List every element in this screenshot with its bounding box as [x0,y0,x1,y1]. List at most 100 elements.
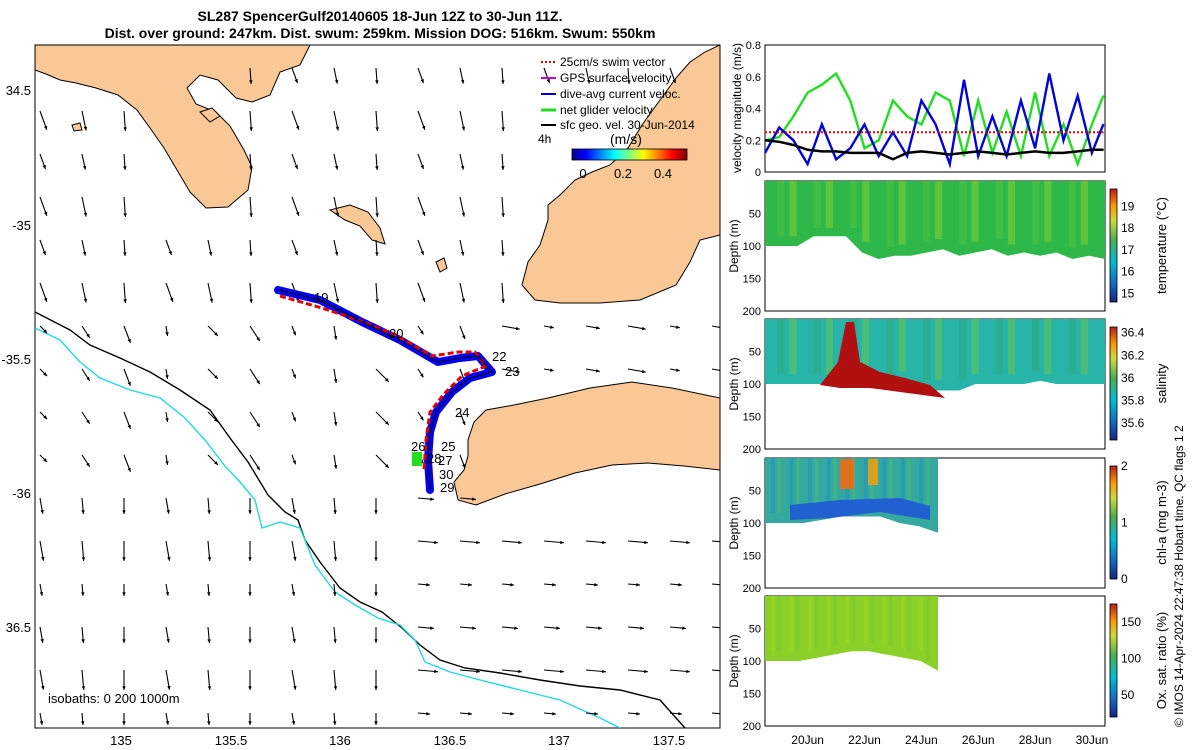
colorbar-label: Ox. sat. ratio (%) [1154,612,1169,710]
colorbar-tick: 1 [1121,516,1128,530]
current-vector-head [515,326,520,331]
current-vector-head [207,686,212,690]
current-vector-head [295,125,300,130]
section-streak [1056,319,1064,375]
current-vector-head [460,165,465,170]
section-streak [882,596,887,646]
velocity-point [991,152,994,154]
section-streak [995,319,1003,375]
current-vector-head [256,337,260,342]
velocity-point [792,115,795,118]
section-streak [851,596,856,643]
current-vector-head [636,711,640,716]
velocity-point [807,149,809,151]
current-vector-head [374,510,378,514]
y-tick-label: -35.5 [1,352,31,367]
current-vector-head [207,639,211,643]
map-panel: 19 20 22 23 24 25 26 27 28 29 30 135 135… [1,44,728,748]
current-vector-head [86,462,90,467]
velocity-point [892,99,894,102]
section-streak [832,458,837,511]
velocity-point [792,139,795,141]
current-vector-head [165,375,169,379]
current-vector-head [43,297,48,302]
velocity-point [863,152,866,154]
section-streak [931,458,936,522]
velocity-point [778,126,780,129]
legend-hours-label: 4h [538,132,551,146]
current-vector-head [549,368,554,372]
section-streak [789,458,794,514]
current-vector-head [40,509,44,514]
velocity-point [892,158,894,160]
time-tick-label: 30Jun [1076,733,1109,747]
velocity-point [807,92,809,94]
section-streak [898,181,906,245]
current-vector-head [165,332,169,336]
current-vector-head [166,638,170,643]
current-vector-head [518,669,522,674]
current-vector-head [292,509,296,514]
current-vector-head [514,626,518,630]
section-y-tick: 150 [743,551,761,563]
colorbar-tick: 50 [1121,688,1135,702]
current-vector-head [248,557,252,561]
section-streak [777,596,782,652]
velocity-point [1034,92,1036,94]
section-streak [771,596,775,652]
section-y-tick: 200 [743,583,761,595]
x-tick-label: 135 [110,733,132,748]
isobaths-label: isobaths: 0 200 1000m [48,691,180,706]
section-streak [825,181,833,228]
section-streak [789,596,794,652]
current-vector-head [375,166,379,170]
x-tick-label: 136.5 [434,733,467,748]
current-vector-head [207,557,212,561]
section-y-tick: 100 [743,241,761,253]
current-vector [711,540,720,543]
current-vector-head [375,213,379,217]
current-vector-head [374,686,378,690]
section-streak [863,596,868,643]
current-vector-head [678,711,682,716]
current-vector-head [421,211,426,216]
current-vector-head [675,325,680,329]
section-streak [888,458,893,514]
section-streak [862,181,870,242]
velocity-point [1048,72,1050,75]
velocity-point [807,163,809,165]
current-vector-head [248,639,252,643]
velocity-point [1006,153,1008,156]
current-vector-head [83,126,88,131]
velocity-point [1091,152,1093,154]
current-vector-head [636,582,640,587]
current-vector-head [476,540,480,545]
velocity-point [1077,163,1079,165]
section-streak [894,458,899,514]
current-vector-head [248,510,252,514]
current-vector-head [83,212,88,217]
current-vector-head [168,251,172,256]
current-vector-head [468,711,472,716]
x-tick-label: 135.5 [215,733,248,748]
current-vector-head [214,375,218,379]
current-vector-head [249,166,253,170]
section-streak [789,319,797,375]
y-tick-label: 36.5 [6,620,31,635]
current-vector-head [472,626,476,630]
section-streak [947,181,955,240]
velocity-point [764,131,766,133]
current-vector-head [594,711,598,716]
legend-label: sfc geo. vel. 30-Jun-2014 [560,118,695,132]
current-vector-head [248,592,252,596]
current-vector-head [510,582,514,587]
section-streak [862,319,870,375]
current-vector-head [461,126,466,131]
velocity-point [1102,95,1104,97]
section-y-tick: 150 [743,689,761,701]
velocity-point [1006,155,1008,157]
current-vector-head [724,626,728,629]
section-streak [802,596,806,652]
land-islet [435,257,448,273]
section-streak [801,319,809,375]
